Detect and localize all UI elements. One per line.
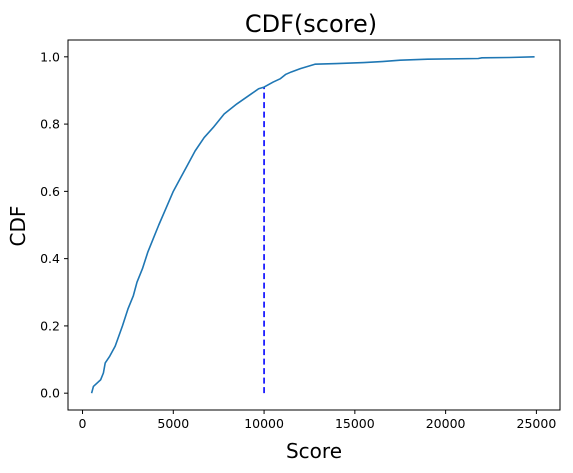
x-tick-label: 20000 bbox=[426, 416, 466, 431]
y-tick-label: 0.6 bbox=[40, 184, 60, 199]
x-tick-label: 15000 bbox=[335, 416, 375, 431]
plot-frame bbox=[67, 39, 561, 411]
plot-area: 0 5000 10000 15000 20000 25000 0.00.20.40.60.… bbox=[40, 39, 561, 431]
chart-title: CDF(score) bbox=[245, 10, 377, 38]
y-tick-label: 0.8 bbox=[40, 117, 60, 132]
chart-marks bbox=[90, 56, 535, 394]
x-tick-label: 25000 bbox=[517, 416, 557, 431]
y-tick-label: 1.0 bbox=[40, 49, 60, 64]
y-tick-label: 0.0 bbox=[40, 386, 60, 401]
y-axis: 0.0 0.2 0.4 0.6 0.8 1.0 bbox=[40, 49, 68, 401]
x-tick-label: 0 bbox=[79, 416, 87, 431]
y-axis-title: CDF bbox=[6, 206, 30, 247]
y-tick-label: 0.2 bbox=[40, 318, 60, 333]
x-axis-title: Score bbox=[286, 439, 342, 463]
x-tick-label: 5000 bbox=[157, 416, 189, 431]
x-tick-label: 10000 bbox=[244, 416, 284, 431]
y-tick-label: 0.4 bbox=[40, 251, 60, 266]
x-axis: 0 5000 10000 15000 20000 25000 bbox=[79, 410, 557, 431]
cdf-series-line bbox=[90, 56, 535, 394]
